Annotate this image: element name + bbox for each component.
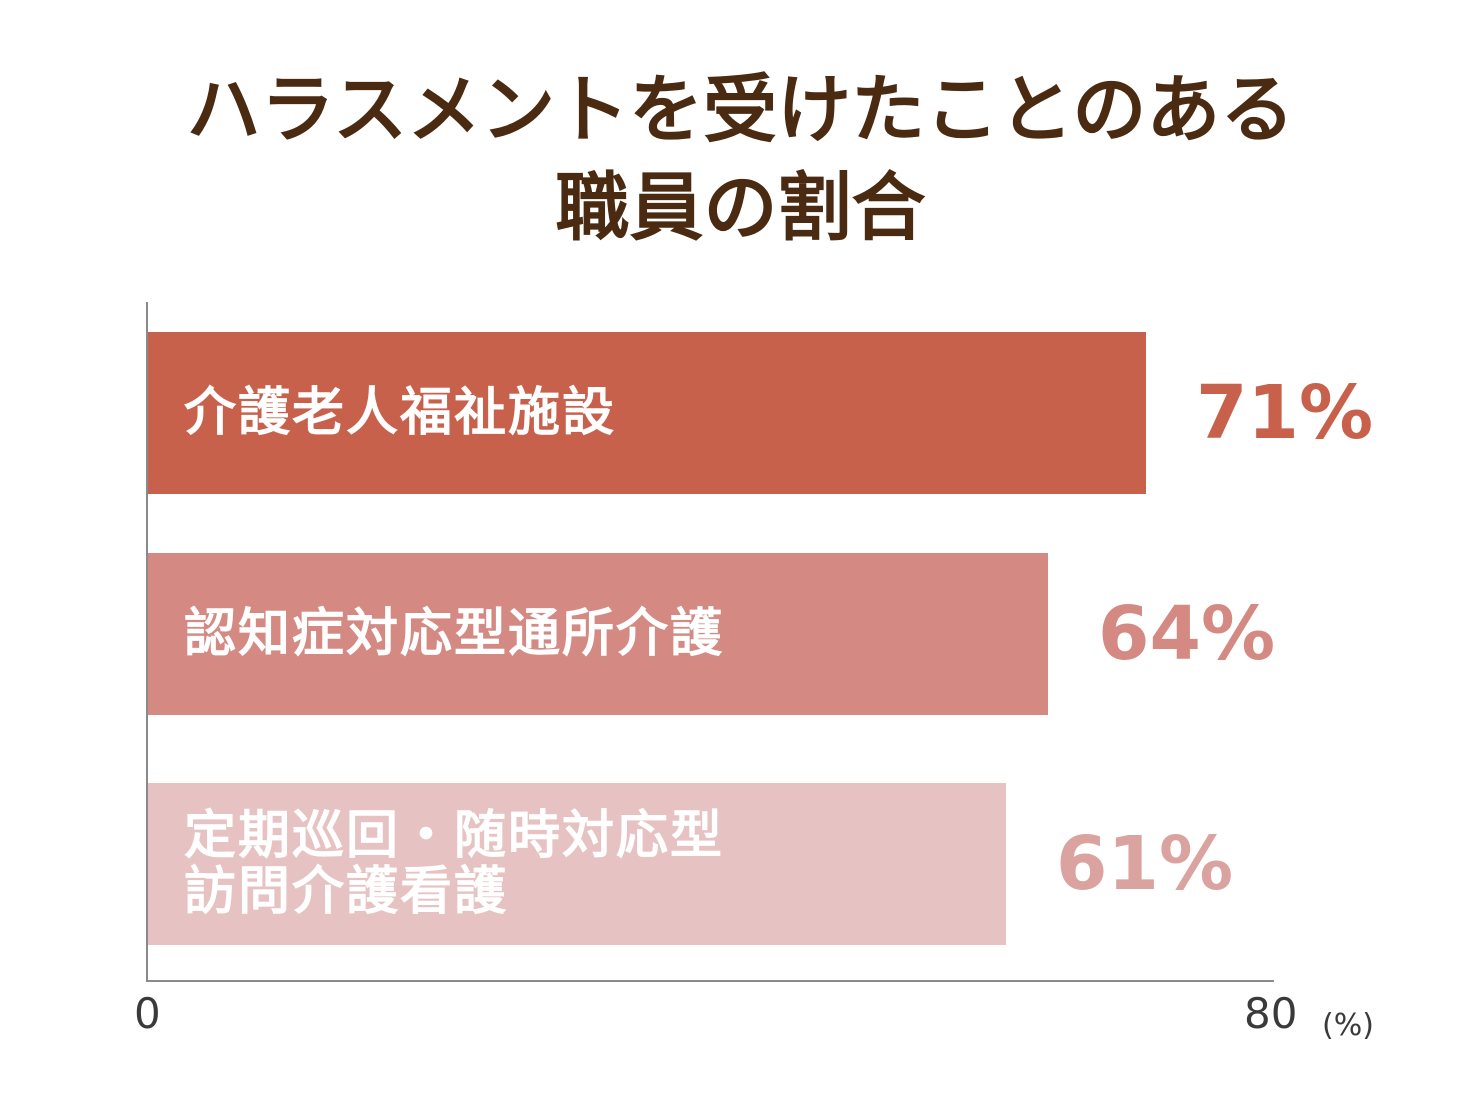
y-axis-line — [146, 302, 148, 982]
bar-value-label: 71% — [1196, 370, 1374, 456]
x-axis-line — [146, 980, 1274, 982]
bar: 介護老人福祉施設 — [148, 332, 1146, 494]
bar-category-label: 介護老人福祉施設 — [184, 383, 617, 443]
bar: 定期巡回・随時対応型 訪問介護看護 — [148, 783, 1006, 945]
chart-title-line-2: 職員の割合 — [555, 165, 926, 251]
x-tick-0: 0 — [134, 989, 161, 1038]
bar-category-label: 定期巡回・随時対応型 訪問介護看護 — [184, 806, 725, 922]
x-tick-80: 80 — [1244, 989, 1298, 1038]
bar: 認知症対応型通所介護 — [148, 553, 1048, 715]
bar-value-label: 64% — [1098, 591, 1276, 677]
x-axis-unit: (%) — [1322, 1008, 1374, 1043]
chart-title-line-1: ハラスメントを受けたことのある — [186, 67, 1295, 153]
bar-category-label: 認知症対応型通所介護 — [184, 604, 725, 664]
bar-value-label: 61% — [1056, 821, 1234, 907]
